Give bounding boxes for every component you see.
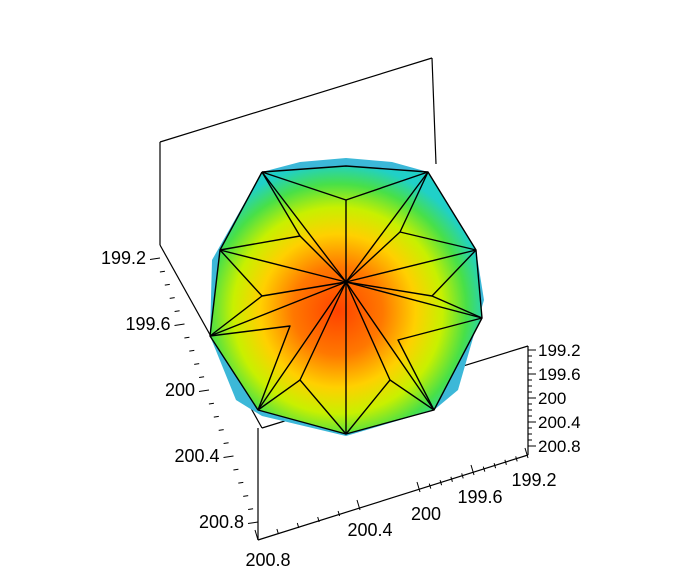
bottom-right-axis-tick-label: 199.6	[457, 487, 502, 507]
right-axis-tick-label: 199.6	[538, 365, 581, 384]
left-axis-tick	[189, 349, 195, 352]
left-axis-tick	[194, 363, 200, 365]
right-axis: 199.2 199.6 200 200.4 200.8	[528, 341, 581, 456]
bottom-left-axis-tick-label: 200.4	[347, 520, 392, 540]
bottom-left-axis-tick	[296, 522, 300, 529]
bottom-right-axis-tick	[524, 447, 529, 459]
left-axis-tick	[149, 257, 161, 260]
left-axis-tick	[174, 323, 185, 326]
sphere-mesh	[209, 165, 483, 435]
left-axis-tick	[248, 508, 254, 511]
left-axis-tick	[184, 336, 190, 339]
right-axis-tick-label: 199.2	[538, 341, 581, 360]
left-axis-tick	[218, 429, 224, 431]
left-axis-tick	[164, 283, 170, 286]
left-axis-tick	[247, 521, 259, 524]
bottom-right-axis-tick	[470, 464, 475, 476]
left-axis-tick-label: 200.8	[199, 512, 244, 532]
bottom-left-axis-tick	[276, 528, 279, 535]
bottom-right-axis-tick	[439, 480, 443, 486]
left-axis-tick	[174, 310, 180, 313]
left-axis-tick	[198, 389, 210, 392]
bottom-left-axis-tick	[356, 499, 361, 511]
bottom-right-axis-tick-label: 200	[411, 504, 441, 524]
bottom-right-axis-tick	[515, 456, 518, 462]
bottom-right-axis-tick	[504, 459, 507, 465]
bottom-left-axis-tick	[254, 529, 259, 541]
bottom-left-axis-tick	[337, 510, 341, 517]
bottom-left-axis-tick-label: 200.8	[245, 550, 290, 570]
left-axis-tick-label: 200	[165, 380, 195, 400]
left-axis-tick-label: 199.2	[101, 248, 146, 268]
right-axis-tick-label: 200	[538, 389, 566, 408]
sphere-surface	[209, 158, 484, 436]
left-axis-tick-label: 199.6	[125, 314, 170, 334]
left-axis-tick	[233, 468, 239, 471]
bottom-right-axis-tick	[493, 463, 497, 469]
bottom-right-axis: 199.2 199.6 200	[411, 447, 557, 524]
bottom-right-axis-tick	[416, 481, 421, 493]
left-axis-tick-label: 200.4	[174, 446, 219, 466]
left-axis-tick	[223, 455, 234, 458]
left-axis: 199.2 199.6 200 200.4 200.8	[101, 248, 259, 532]
left-axis-tick	[159, 270, 165, 273]
box-edge-top	[159, 57, 433, 143]
right-axis-tick-label: 200.4	[538, 413, 581, 432]
bottom-left-axis: 200.4 200.8	[245, 499, 393, 570]
box-edge-front-bottom	[257, 454, 529, 541]
bottom-right-axis-tick	[482, 466, 486, 472]
left-axis-tick	[169, 297, 175, 299]
bottom-right-axis-tick-label: 199.2	[511, 470, 556, 490]
bottom-right-axis-tick	[428, 483, 432, 489]
left-axis-tick	[223, 442, 229, 445]
bottom-left-axis-tick	[317, 516, 320, 523]
right-axis-tick-label: 200.8	[538, 437, 581, 456]
left-axis-tick	[213, 415, 219, 418]
bottom-right-axis-tick	[461, 473, 464, 479]
left-axis-tick	[208, 402, 214, 405]
box-edge-right-top	[431, 57, 437, 165]
left-axis-tick	[199, 376, 205, 379]
left-axis-tick	[243, 495, 249, 497]
bottom-right-axis-tick	[450, 476, 453, 482]
left-axis-tick	[238, 481, 244, 484]
